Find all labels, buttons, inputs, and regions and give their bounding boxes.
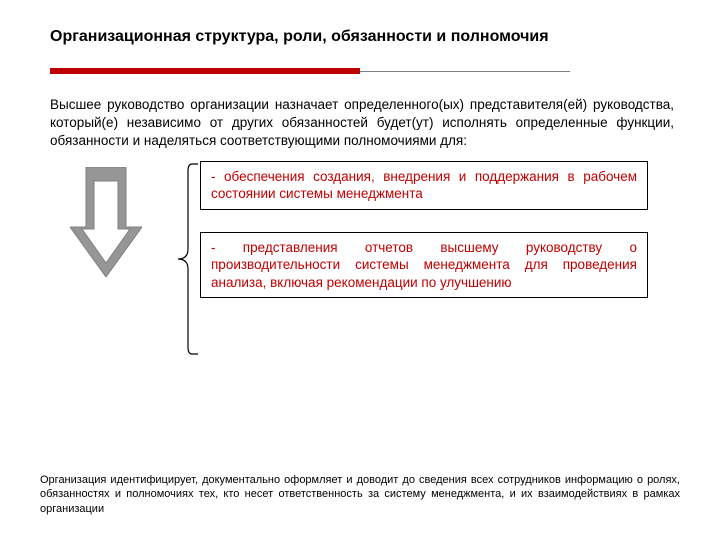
- mid-area: - обеспечения создания, внедрения и подд…: [50, 161, 680, 371]
- bracket-icon: [178, 161, 198, 357]
- slide: Организационная структура, роли, обязанн…: [0, 0, 720, 540]
- divider-rule: [50, 68, 570, 74]
- rule-red: [50, 68, 360, 74]
- bullet-box-2: - представления отчетов высшему руководс…: [200, 232, 648, 299]
- intro-paragraph: Высшее руководство организации назначает…: [50, 96, 680, 151]
- footer-paragraph: Организация идентифицирует, документальн…: [40, 473, 680, 516]
- slide-title: Организационная структура, роли, обязанн…: [50, 28, 680, 46]
- bullet-boxes: - обеспечения создания, внедрения и подд…: [200, 161, 648, 299]
- bullet-box-1: - обеспечения создания, внедрения и подд…: [200, 161, 648, 210]
- down-arrow-icon: [70, 167, 142, 277]
